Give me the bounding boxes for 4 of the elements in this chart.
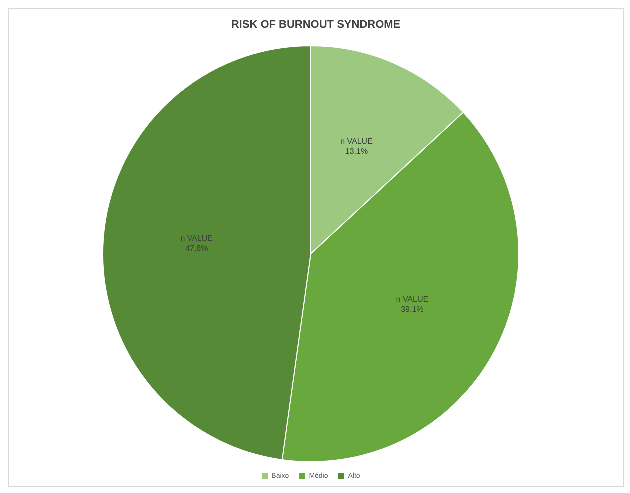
data-label: n VALUE 39,1% bbox=[396, 294, 429, 314]
chart-title: RISK OF BURNOUT SYNDROME bbox=[230, 19, 402, 31]
data-label: n VALUE 13,1% bbox=[340, 137, 373, 156]
data-label: n VALUE 47,8% bbox=[180, 234, 214, 254]
